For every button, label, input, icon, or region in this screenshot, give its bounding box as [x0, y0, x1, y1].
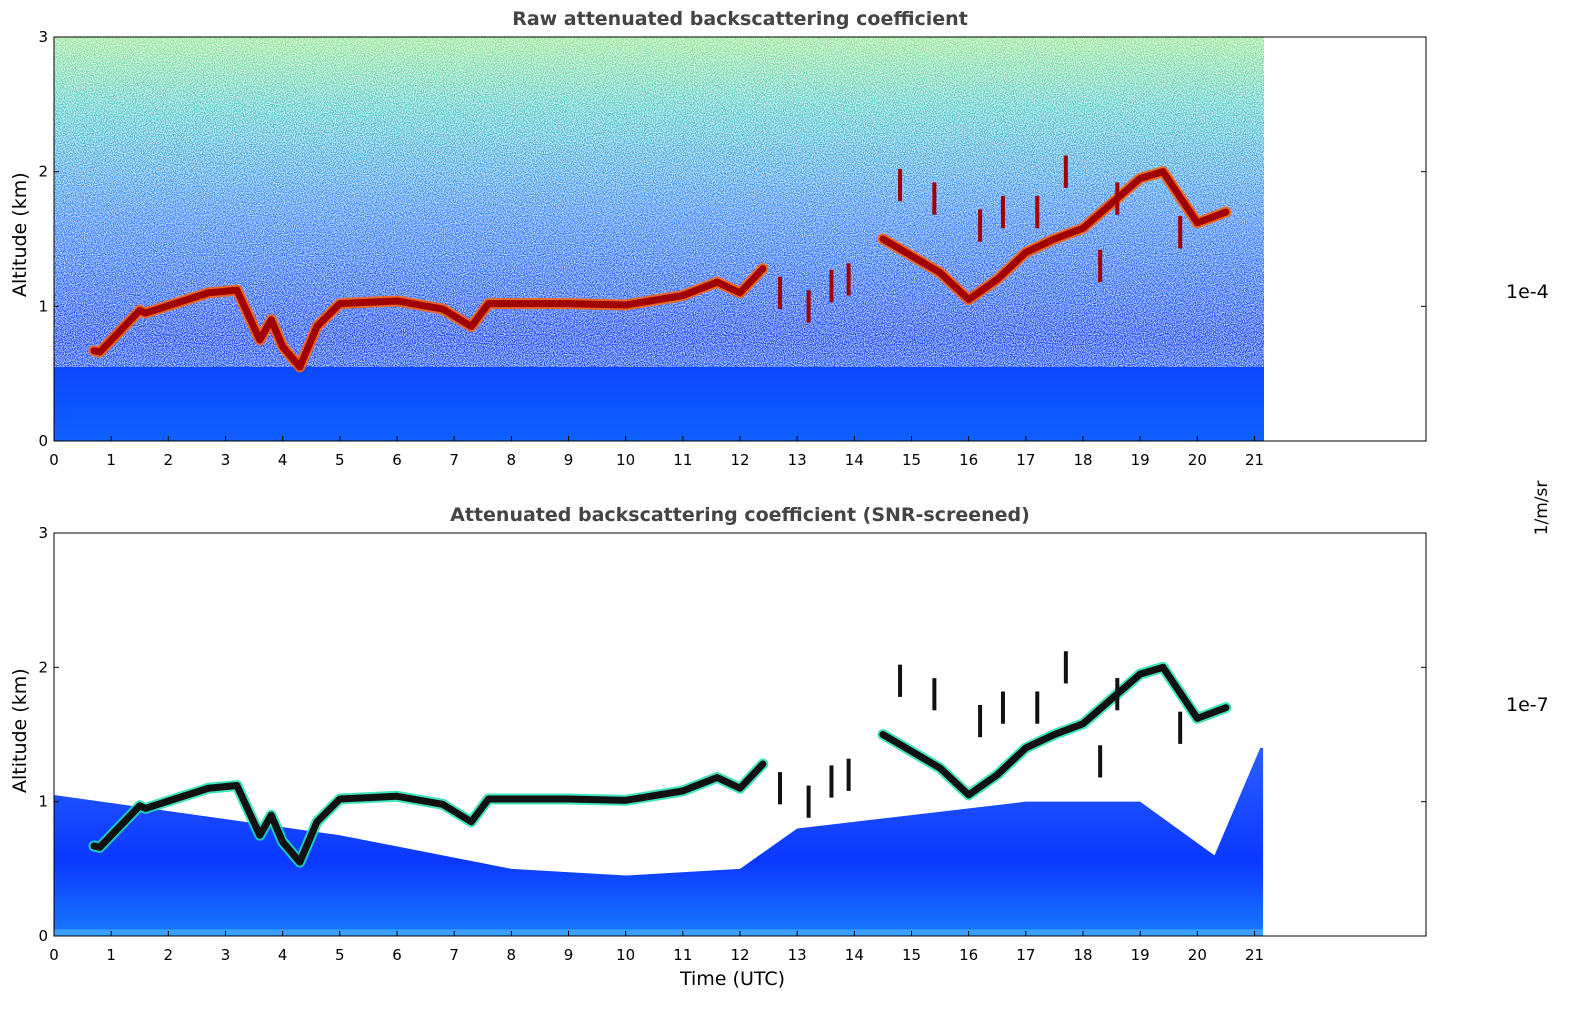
x-tick-label: 3	[221, 946, 231, 964]
x-tick-label: 21	[1245, 946, 1264, 964]
top-heatmap	[54, 37, 1264, 441]
surface-layer	[54, 929, 1264, 936]
x-tick-label: 4	[278, 946, 288, 964]
x-tick-label: 1	[106, 946, 116, 964]
x-tick-label: 5	[335, 946, 345, 964]
x-tick-label: 11	[673, 946, 692, 964]
y-tick-label: 3	[38, 28, 48, 46]
y-tick-label: 0	[38, 927, 48, 945]
x-tick-label: 18	[1073, 451, 1092, 469]
x-tick-label: 0	[49, 451, 59, 469]
x-tick-label: 21	[1245, 451, 1264, 469]
x-tick-label: 3	[221, 451, 231, 469]
x-tick-label: 2	[164, 946, 174, 964]
x-tick-label: 7	[449, 451, 459, 469]
y-tick-label: 2	[38, 658, 48, 676]
x-tick-label: 8	[507, 451, 517, 469]
colorbar-min-label: 1e-7	[1506, 694, 1549, 716]
x-tick-label: 11	[673, 451, 692, 469]
y-tick-label: 1	[38, 297, 48, 315]
x-tick-label: 14	[845, 451, 864, 469]
cloud-layer-upper	[879, 168, 1230, 304]
x-axis-label: Time (UTC)	[680, 968, 786, 990]
bottom-heatmap	[54, 651, 1264, 936]
x-tick-label: 5	[335, 451, 345, 469]
y-tick-label: 0	[38, 432, 48, 450]
x-tick-label: 17	[1016, 451, 1035, 469]
x-tick-label: 7	[449, 946, 459, 964]
cloud-layer-upper	[879, 663, 1230, 799]
y-tick-label: 2	[38, 163, 48, 181]
x-tick-label: 10	[616, 451, 635, 469]
x-tick-label: 15	[902, 946, 921, 964]
x-tick-label: 9	[564, 451, 574, 469]
x-tick-label: 0	[49, 946, 59, 964]
x-tick-label: 4	[278, 451, 288, 469]
top-noise-overlay	[54, 37, 1264, 367]
aerosol-field	[54, 747, 1264, 936]
x-tick-label: 16	[959, 946, 978, 964]
x-tick-label: 13	[788, 946, 807, 964]
cloud-layer-lower	[90, 265, 767, 371]
x-tick-label: 19	[1131, 451, 1150, 469]
x-tick-label: 20	[1188, 946, 1207, 964]
y-tick-label: 1	[38, 793, 48, 811]
y-tick-label: 3	[38, 524, 48, 542]
x-tick-label: 8	[507, 946, 517, 964]
x-tick-label: 19	[1131, 946, 1150, 964]
top-panel-title: Raw attenuated backscattering coefficien…	[512, 8, 968, 30]
x-tick-label: 13	[788, 451, 807, 469]
x-tick-label: 17	[1016, 946, 1035, 964]
x-tick-label: 6	[392, 946, 402, 964]
x-tick-label: 12	[730, 451, 749, 469]
x-tick-label: 9	[564, 946, 574, 964]
x-tick-label: 12	[730, 946, 749, 964]
x-tick-label: 2	[164, 451, 174, 469]
x-tick-label: 1	[106, 451, 116, 469]
x-tick-label: 15	[902, 451, 921, 469]
cloud-layer-lower	[90, 760, 767, 866]
x-tick-label: 6	[392, 451, 402, 469]
x-tick-label: 16	[959, 451, 978, 469]
bottom-panel-title: Attenuated backscattering coefficient (S…	[450, 504, 1030, 526]
x-tick-label: 14	[845, 946, 864, 964]
colorbar-unit-label: 1/m/sr	[1532, 480, 1552, 536]
x-tick-label: 10	[616, 946, 635, 964]
x-tick-label: 20	[1188, 451, 1207, 469]
x-tick-label: 18	[1073, 946, 1092, 964]
colorbar-max-label: 1e-4	[1506, 281, 1549, 303]
